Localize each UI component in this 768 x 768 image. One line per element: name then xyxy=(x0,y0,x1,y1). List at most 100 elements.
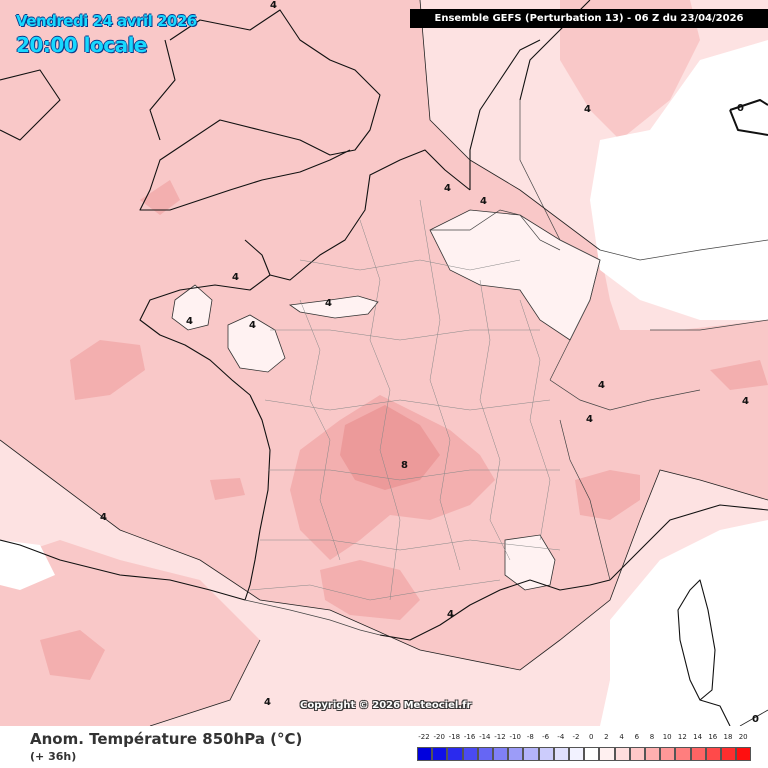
anomaly-zone-6-8-bay xyxy=(70,340,145,400)
dept-line-1 xyxy=(299,299,341,561)
legend-label: -22 xyxy=(418,733,430,741)
legend-swatch xyxy=(569,747,585,761)
anomaly-zone-4-6-west xyxy=(0,0,768,670)
legend-swatch xyxy=(690,747,706,761)
legend-swatch xyxy=(705,747,721,761)
coastline-biscay xyxy=(244,394,271,601)
legend-label: -12 xyxy=(494,733,506,741)
legend-swatch xyxy=(523,747,539,761)
coastline-italy xyxy=(609,504,768,581)
legend-label: -8 xyxy=(526,733,534,741)
legend-label: 4 xyxy=(619,733,624,741)
anomaly-zone-6-8-ocean xyxy=(40,630,105,680)
legend-label: 12 xyxy=(677,733,687,741)
anomaly-zone-0-2-northeast xyxy=(590,40,768,320)
legend-swatch xyxy=(660,747,676,761)
border-germany xyxy=(519,100,601,381)
contour-label: 4 xyxy=(480,196,487,207)
legend-swatch xyxy=(477,747,493,761)
coastline-netherlands xyxy=(469,39,541,190)
dept-line-11 xyxy=(249,579,501,601)
coastline-ireland xyxy=(0,69,61,141)
contour-lines xyxy=(0,0,768,726)
contour-label: 4 xyxy=(186,316,193,327)
coastline-brittany xyxy=(139,274,271,396)
legend-label: 6 xyxy=(634,733,640,741)
legend-label: -14 xyxy=(479,733,491,741)
anomaly-map: 4 4 4 4 4 4 4 4 4 4 4 4 8 4 0 0 4 Vendre… xyxy=(0,0,768,726)
legend-swatch xyxy=(675,747,691,761)
anomaly-zone-4-6-north xyxy=(560,0,700,140)
borders xyxy=(244,100,768,636)
contour-label: 4 xyxy=(270,0,277,11)
legend-swatch xyxy=(721,747,737,761)
legend-label: 10 xyxy=(662,733,672,741)
legend-label: -18 xyxy=(448,733,461,741)
anomaly-zone-0-2-paris xyxy=(288,295,379,319)
color-legend: -22 -20 -18 -16 -14 -12 -10 -8 -6 -4 -2 0 2 4 6 8 10 12 14… xyxy=(416,733,752,767)
contour-label: 4 xyxy=(598,380,605,391)
coastline-spain xyxy=(0,539,246,601)
copyright-notice: Copyright © 2026 Meteociel.fr xyxy=(300,700,472,711)
contour-label: 4 xyxy=(742,396,749,407)
coastline-france-north xyxy=(244,149,471,281)
legend-swatch xyxy=(553,747,569,761)
contour-4-southwest xyxy=(149,639,261,726)
anomaly-zone-6-8-east xyxy=(710,360,768,390)
dept-line-6 xyxy=(270,329,540,341)
legend-label: 0 xyxy=(588,733,594,741)
anomaly-zone-0-2-loire xyxy=(227,314,286,373)
coastline-corsica xyxy=(677,579,716,701)
coastlines xyxy=(0,0,768,726)
dept-line-10 xyxy=(299,259,521,271)
parameter-title: Anom. Température 850hPa (°C) xyxy=(30,730,303,748)
anomaly-zone-0-2-mediterranean xyxy=(600,520,768,726)
contour-label: 4 xyxy=(444,183,451,194)
border-spain xyxy=(244,599,381,636)
coastline-wales xyxy=(149,39,176,141)
lead-time: (+ 36h) xyxy=(30,750,77,763)
legend-swatch xyxy=(538,747,554,761)
legend-swatch xyxy=(629,747,645,761)
legend-swatch xyxy=(599,747,615,761)
legend-swatch xyxy=(736,747,752,761)
contour-0-east xyxy=(739,709,768,726)
coastline-uk xyxy=(139,9,381,211)
legend-swatch xyxy=(493,747,509,761)
dept-line-3 xyxy=(419,199,461,571)
legend-label: -2 xyxy=(572,733,580,741)
forecast-local-time: 20:00 locale xyxy=(16,33,148,57)
legend-label: 8 xyxy=(649,733,655,741)
dept-line-9 xyxy=(260,539,561,551)
contour-label: 4 xyxy=(264,697,271,708)
legend-swatch xyxy=(584,747,600,761)
legend-swatch xyxy=(432,747,448,761)
legend-label: 20 xyxy=(738,733,748,741)
anomaly-zone-8-10-core xyxy=(340,405,440,490)
contour-label: 4 xyxy=(100,512,107,523)
coastline-mediterranean xyxy=(379,579,611,641)
legend-swatch xyxy=(417,747,433,761)
legend-label: -10 xyxy=(509,733,521,741)
legend-swatch xyxy=(614,747,630,761)
contour-label: 4 xyxy=(249,320,256,331)
forecast-date: Vendredi 24 avril 2026 xyxy=(16,12,197,30)
contour-4-north xyxy=(419,0,601,251)
contour-label: 4 xyxy=(584,104,591,115)
anomaly-zone-6-8-cornwall xyxy=(140,180,180,215)
contour-label: 0 xyxy=(737,103,744,114)
anomaly-zone-6-8-gulf xyxy=(210,478,245,500)
legend-label: 14 xyxy=(693,733,703,741)
contour-label: 4 xyxy=(586,414,593,425)
legend-label: -16 xyxy=(463,733,476,741)
legend-label: -6 xyxy=(542,733,550,741)
dept-line-8 xyxy=(268,469,560,481)
border-switzerland xyxy=(549,379,701,411)
coastline-lake-black xyxy=(729,99,768,136)
legend-swatch xyxy=(462,747,478,761)
legend-label: 18 xyxy=(723,733,733,741)
legend-swatch xyxy=(508,747,524,761)
model-run-banner: Ensemble GEFS (Perturbation 13) - 06 Z d… xyxy=(410,9,768,28)
contour-label: 4 xyxy=(325,298,332,309)
border-italy xyxy=(559,419,611,581)
